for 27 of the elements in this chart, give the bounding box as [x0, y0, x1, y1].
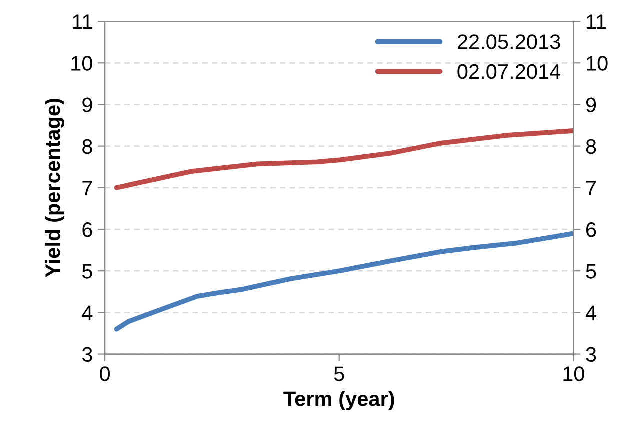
y2-tick-label: 11: [587, 14, 606, 30]
y-tick-label: 9: [82, 98, 92, 112]
line-series: [114, 231, 574, 332]
y-tick-label: 4: [82, 306, 93, 320]
line-series: [114, 128, 574, 190]
y-tick-label: 11: [73, 14, 92, 30]
legend-label: 22.05.2013: [458, 34, 560, 50]
y-tick-label: 6: [82, 222, 92, 238]
y2-tick-label: 5: [586, 264, 596, 279]
y-tick-label: 5: [82, 264, 92, 279]
y-tick-label: 8: [82, 139, 92, 154]
y-tick-label: 10: [72, 56, 92, 71]
x-tick-label: 0: [100, 366, 110, 382]
y2-tick-label: 10: [587, 56, 608, 71]
legend-label: 02.07.2014: [458, 64, 561, 80]
y2-tick-label: 3: [586, 347, 596, 362]
y2-tick-label: 4: [586, 306, 596, 320]
y-tick-label: 7: [82, 181, 92, 196]
x-axis-title: Term (year): [284, 391, 394, 410]
x-tick-label: 10: [564, 366, 584, 382]
y-tick-label: 3: [82, 347, 92, 362]
x-tick-label: 5: [334, 366, 344, 382]
y2-tick-label: 6: [586, 222, 596, 238]
y-axis-title: Yield (percentage): [45, 99, 65, 278]
y2-tick-label: 8: [586, 139, 596, 154]
y2-tick-label: 9: [586, 98, 596, 112]
y2-tick-label: 7: [586, 181, 596, 196]
